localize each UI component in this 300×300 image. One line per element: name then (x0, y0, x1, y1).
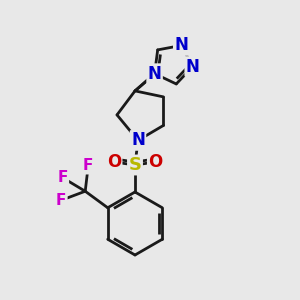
Text: N: N (174, 37, 188, 55)
Text: N: N (186, 58, 200, 76)
Text: F: F (58, 170, 68, 185)
Text: O: O (148, 153, 163, 171)
Text: S: S (128, 156, 142, 174)
Text: F: F (83, 158, 93, 173)
Text: N: N (148, 65, 161, 83)
Text: O: O (107, 153, 121, 171)
Text: N: N (131, 131, 145, 149)
Text: F: F (56, 193, 66, 208)
